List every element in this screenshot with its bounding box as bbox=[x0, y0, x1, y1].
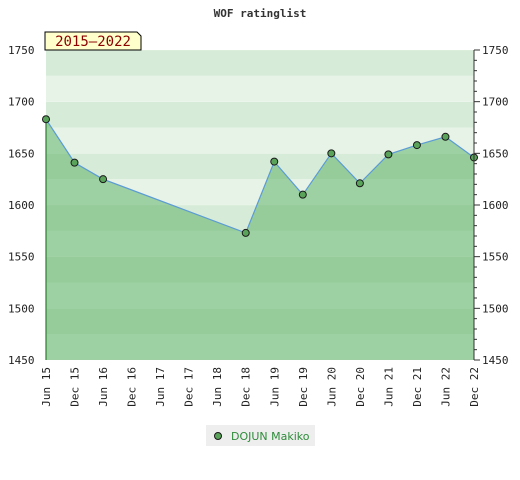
background-band bbox=[46, 256, 474, 283]
background-band bbox=[46, 179, 474, 205]
x-tick-label: Jun 21 bbox=[382, 367, 395, 407]
y-tick-label-right: 1500 bbox=[482, 302, 509, 315]
period-label: 2015–2022 bbox=[55, 34, 131, 50]
background-band bbox=[46, 230, 474, 257]
y-tick-label-right: 1700 bbox=[482, 96, 509, 109]
series-points bbox=[42, 115, 478, 237]
y-tick-label-left: 1600 bbox=[8, 199, 35, 212]
x-tick-label: Dec 15 bbox=[69, 367, 82, 407]
background-band bbox=[46, 50, 474, 76]
x-tick-label: Dec 20 bbox=[354, 367, 367, 407]
y-tick-label-left: 1750 bbox=[8, 44, 35, 57]
data-point bbox=[355, 179, 364, 188]
data-point bbox=[298, 190, 307, 199]
series-line bbox=[45, 118, 475, 234]
period-badge: 2015–2022 bbox=[44, 31, 142, 51]
x-tick-label: Dec 19 bbox=[297, 367, 310, 407]
x-tick-label: Dec 21 bbox=[411, 367, 424, 407]
data-point bbox=[270, 157, 279, 166]
x-tick-label: Jun 17 bbox=[154, 367, 167, 407]
data-point bbox=[327, 149, 336, 158]
background-band bbox=[46, 153, 474, 180]
y-tick-label-right: 1450 bbox=[482, 354, 509, 367]
data-point bbox=[70, 158, 79, 167]
x-axis: Jun 15 Dec 15 Jun 16 Dec 16 Jun 17 Dec 17 Jun … bbox=[40, 367, 481, 407]
x-tick-label: Jun 15 bbox=[40, 367, 53, 407]
background-band bbox=[46, 205, 474, 231]
y-tick-label-right: 1600 bbox=[482, 199, 509, 212]
data-point bbox=[441, 132, 450, 141]
legend-box bbox=[206, 425, 315, 446]
y-tick-label-left: 1700 bbox=[8, 96, 35, 109]
y-tick-label-right: 1650 bbox=[482, 147, 509, 160]
left-y-axis: 1450 1500 1550 1600 1650 1700 1750 bbox=[8, 44, 35, 367]
x-tick-label: Dec 17 bbox=[183, 367, 196, 407]
data-point bbox=[241, 228, 250, 237]
series-line-group bbox=[45, 118, 475, 234]
x-tick-label: Jun 16 bbox=[97, 367, 110, 407]
legend[interactable]: DOJUN Makiko bbox=[206, 425, 315, 446]
legend-label: DOJUN Makiko bbox=[231, 430, 310, 443]
y-tick-label-right: 1550 bbox=[482, 251, 509, 264]
x-tick-label: Jun 22 bbox=[439, 367, 452, 407]
series-area bbox=[45, 119, 474, 360]
background-bands bbox=[46, 50, 474, 360]
y-tick-label-left: 1500 bbox=[8, 302, 35, 315]
gridlines bbox=[46, 49, 474, 361]
y-tick-label-left: 1650 bbox=[8, 147, 35, 160]
legend-marker bbox=[214, 432, 222, 440]
x-tick-label: Dec 22 bbox=[468, 367, 481, 407]
background-band bbox=[46, 127, 474, 154]
x-tick-label: Dec 18 bbox=[240, 367, 253, 407]
x-tick-label: Jun 18 bbox=[211, 367, 224, 407]
chart-title: WOF ratinglist bbox=[214, 7, 307, 20]
background-band bbox=[46, 101, 474, 128]
series-area-fill bbox=[46, 119, 474, 360]
y-tick-label-right: 1750 bbox=[482, 44, 509, 57]
background-band bbox=[46, 75, 474, 102]
y-tick-label-left: 1550 bbox=[8, 251, 35, 264]
background-band bbox=[46, 308, 474, 335]
background-band bbox=[46, 282, 474, 309]
background-band bbox=[46, 334, 474, 360]
right-y-axis: 1450 1500 1550 1600 1650 1700 1750 bbox=[473, 44, 509, 367]
data-point bbox=[412, 141, 421, 150]
data-point bbox=[99, 175, 108, 184]
x-tick-label: Dec 16 bbox=[126, 367, 139, 407]
x-tick-label: Jun 19 bbox=[268, 367, 281, 407]
x-tick-label: Jun 20 bbox=[325, 367, 338, 407]
y-tick-label-left: 1450 bbox=[8, 354, 35, 367]
data-point bbox=[384, 150, 393, 159]
data-point bbox=[42, 115, 50, 124]
